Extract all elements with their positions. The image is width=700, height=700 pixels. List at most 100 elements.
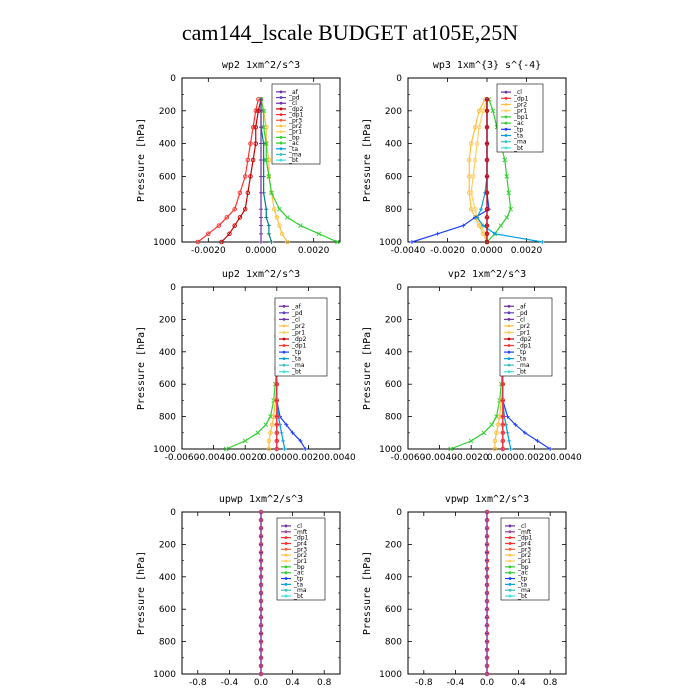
data-point <box>250 157 256 163</box>
legend-label: _ma <box>291 362 305 369</box>
data-point <box>470 174 476 179</box>
data-point <box>250 124 256 130</box>
data-point <box>409 240 414 244</box>
legend-marker <box>507 311 511 315</box>
legend-label: _pr2 <box>516 323 530 330</box>
data-point <box>485 591 489 595</box>
data-point <box>195 239 201 245</box>
data-point <box>223 446 229 452</box>
legend-label: _ma <box>293 587 307 594</box>
x-tick-label: 0.0000 <box>487 453 519 463</box>
y-tick-label: 1000 <box>153 238 176 248</box>
data-point <box>259 550 263 555</box>
legend-label: _tp <box>513 126 523 133</box>
data-point <box>508 206 514 212</box>
x-tick-label: -0.0040 <box>422 453 457 463</box>
data-point <box>216 223 222 228</box>
data-point <box>263 157 269 163</box>
data-point <box>227 231 232 237</box>
data-point <box>264 124 269 130</box>
data-point <box>274 438 280 444</box>
panel-6: vpwp 1xm^2/s^3 Pressure [hPa] 0 200 400 600 80… <box>362 494 567 688</box>
data-point <box>476 124 482 130</box>
data-point <box>259 518 263 523</box>
legend-marker <box>284 536 288 540</box>
legend-marker <box>284 582 288 586</box>
series-line <box>226 303 278 450</box>
data-point <box>502 157 508 163</box>
data-point <box>484 124 490 130</box>
data-point <box>269 240 274 244</box>
panel-title: vpwp 1xm^2/s^3 <box>445 494 529 505</box>
data-point <box>274 422 280 427</box>
y-tick-label: 0 <box>396 74 402 84</box>
legend-label: _mft <box>293 529 308 536</box>
data-point <box>492 446 498 452</box>
data-point <box>269 422 275 427</box>
data-point <box>274 398 280 403</box>
data-point <box>479 207 484 212</box>
y-tick-label: 200 <box>385 315 402 325</box>
data-point <box>540 240 545 244</box>
legend-label: _pr3 <box>288 117 302 124</box>
legend-marker <box>508 530 512 534</box>
data-point <box>468 141 474 146</box>
data-point <box>485 582 489 587</box>
y-tick-label: 600 <box>385 172 402 182</box>
legend-marker <box>279 107 283 111</box>
legend-label: _cl <box>517 523 526 530</box>
y-tick-label: 400 <box>385 348 402 358</box>
y-tick-label: 1000 <box>379 670 402 680</box>
legend-marker <box>279 113 283 117</box>
data-point <box>484 141 490 146</box>
y-tick-label: 200 <box>385 107 402 117</box>
legend-marker <box>279 141 283 145</box>
legend-marker <box>279 96 283 99</box>
legend-label: _cl <box>293 523 302 530</box>
data-point <box>484 239 490 245</box>
figure-title: cam144_lscale BUDGET at105E,25N <box>181 20 519 45</box>
data-point <box>259 615 263 620</box>
x-tick-label: 0.0020 <box>519 453 551 463</box>
y-tick-label: 800 <box>385 413 402 423</box>
legend-marker <box>284 577 288 580</box>
data-point <box>268 430 273 436</box>
legend-label: _tp <box>517 576 527 583</box>
legend: _cl_mft_dp1_pr4_pr3_pr2_pr1_bp_ac_tp_ta_… <box>276 517 326 601</box>
data-point <box>269 190 274 196</box>
legend-marker <box>279 118 283 122</box>
legend-label: _ma <box>517 587 531 594</box>
legend-label: _pr1 <box>288 129 302 136</box>
y-tick-label: 400 <box>385 573 402 583</box>
legend-label: _bt <box>517 593 528 600</box>
data-point <box>266 231 271 236</box>
data-point <box>264 215 269 220</box>
series-pr1 <box>468 97 490 245</box>
data-point <box>290 430 295 435</box>
legend-label: _dp2 <box>516 336 532 343</box>
legend-label: _ma <box>516 362 530 369</box>
legend-marker <box>507 370 511 374</box>
legend-marker <box>507 363 511 367</box>
legend-marker <box>507 337 511 341</box>
x-tick-label: 0.0020 <box>511 246 543 256</box>
data-point <box>242 206 248 212</box>
data-point <box>485 647 489 652</box>
data-point <box>274 414 280 419</box>
legend-marker <box>508 536 512 540</box>
y-tick-label: 1000 <box>153 670 176 680</box>
y-tick-label: 600 <box>385 605 402 615</box>
data-point <box>274 446 280 452</box>
data-point <box>259 207 263 212</box>
data-point <box>282 447 287 451</box>
legend-label: _dp1 <box>517 535 533 542</box>
legend-marker <box>279 153 283 156</box>
data-point <box>259 655 263 660</box>
legend-label: _bt <box>516 369 527 376</box>
panel-title: up2 1xm^2/s^3 <box>222 269 300 280</box>
data-point <box>259 158 263 162</box>
data-point <box>259 542 263 547</box>
data-point <box>274 430 280 436</box>
series-line <box>450 303 504 450</box>
panel-5: upwp 1xm^2/s^3 Pressure [hPa] 0 200 400 600 80… <box>136 494 341 688</box>
